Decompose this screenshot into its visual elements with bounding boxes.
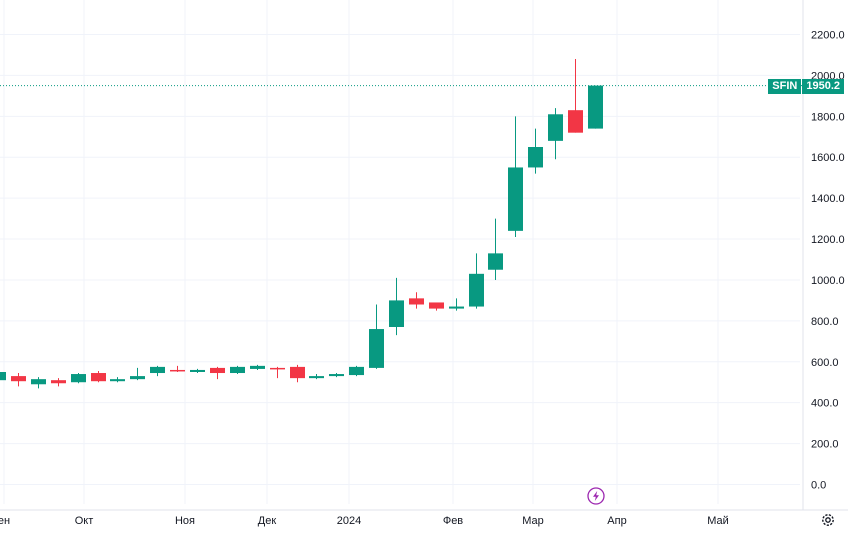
candle-body (170, 369, 185, 372)
candle-body (588, 85, 603, 129)
candle-body (369, 329, 384, 368)
candle-body (51, 380, 66, 384)
candle-body (409, 298, 424, 305)
candle-body (230, 366, 245, 374)
x-tick-label: Фев (443, 515, 463, 527)
candle-body (548, 114, 563, 141)
y-tick-label: 600.0 (811, 357, 839, 369)
y-tick-label: 1200.0 (811, 234, 845, 246)
candle-body (250, 365, 265, 369)
candle-body (389, 300, 404, 327)
y-tick-label: 2200.0 (811, 30, 845, 42)
candle-body (508, 167, 523, 231)
candle-body (329, 374, 344, 377)
candle-body (91, 373, 106, 382)
candle-body (190, 369, 205, 372)
x-tick-label: Окт (75, 515, 94, 527)
x-tick-label: Ноя (175, 515, 195, 527)
last-price-label: 1950.2 (802, 79, 844, 94)
candle-body (210, 367, 225, 374)
candle-body (150, 366, 165, 374)
y-tick-label: 200.0 (811, 439, 839, 451)
candle-body (290, 366, 305, 379)
last-price-tag: SFIN 1950.2 (768, 79, 844, 94)
lightning-icon (587, 487, 605, 505)
y-tick-label: 1600.0 (811, 152, 845, 164)
candle-body (568, 110, 583, 133)
candle-body (71, 374, 86, 383)
gear-icon[interactable] (820, 512, 836, 528)
x-tick-label: Апр (607, 515, 626, 527)
candle-body (309, 376, 324, 379)
candle-body (488, 253, 503, 270)
y-tick-label: 1000.0 (811, 275, 845, 287)
x-tick-label: ен (0, 515, 10, 527)
x-tick-label: Мар (522, 515, 544, 527)
candle-body (469, 273, 484, 307)
x-tick-label: 2024 (337, 515, 361, 527)
candle-body (110, 379, 125, 382)
y-tick-label: 400.0 (811, 398, 839, 410)
candle-body (528, 147, 543, 168)
candle-body (449, 306, 464, 309)
candle-body (0, 372, 6, 381)
x-tick-label: Дек (258, 515, 277, 527)
candle-body (429, 302, 444, 309)
x-tick-label: Май (707, 515, 729, 527)
symbol-label: SFIN (768, 79, 802, 94)
y-tick-label: 800.0 (811, 316, 839, 328)
candle-body (270, 367, 285, 370)
y-tick-label: 0.0 (811, 480, 826, 492)
candle-body (349, 366, 364, 376)
candle-body (11, 376, 26, 382)
candle-body (130, 376, 145, 380)
candle-body (31, 379, 46, 385)
y-tick-label: 1400.0 (811, 193, 845, 205)
y-tick-label: 1800.0 (811, 111, 845, 123)
